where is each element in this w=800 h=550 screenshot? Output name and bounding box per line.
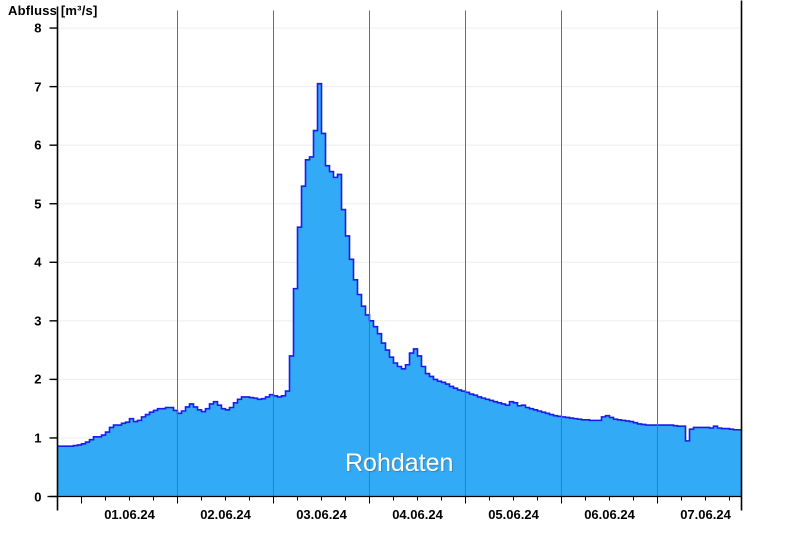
x-axis-tick-label: 01.06.24 xyxy=(104,506,155,522)
y-axis-tick-label: 0 xyxy=(34,489,42,504)
axis-lines xyxy=(47,0,743,511)
x-axis-tick-label: 02.06.24 xyxy=(200,506,251,522)
x-axis-tick-label: 05.06.24 xyxy=(488,506,539,522)
x-axis-tick-label: 03.06.24 xyxy=(296,506,347,522)
day-separators xyxy=(177,10,658,497)
x-axis-tick-label: 07.06.24 xyxy=(680,506,731,522)
y-axis-tick-label: 8 xyxy=(34,20,42,36)
x-axis-tick-label: 04.06.24 xyxy=(392,506,443,522)
x-axis-tick-label: 06.06.24 xyxy=(584,506,635,522)
y-axis-tick-label: 2 xyxy=(34,371,42,387)
discharge-line xyxy=(57,82,743,447)
chart-title: Abfluss [m³/s] xyxy=(8,3,98,18)
y-axis-tick-label: 1 xyxy=(34,430,42,446)
discharge-area-series xyxy=(57,82,743,497)
discharge-fill xyxy=(57,83,742,497)
y-axis-tick-label: 7 xyxy=(34,79,42,95)
y-axis-tick-label: 3 xyxy=(34,313,42,329)
y-axis-tick-label: 5 xyxy=(34,196,42,212)
y-axis-tick-label: 4 xyxy=(34,254,42,270)
axis-ticks xyxy=(49,27,730,504)
y-axis-tick-label: 6 xyxy=(34,137,42,153)
